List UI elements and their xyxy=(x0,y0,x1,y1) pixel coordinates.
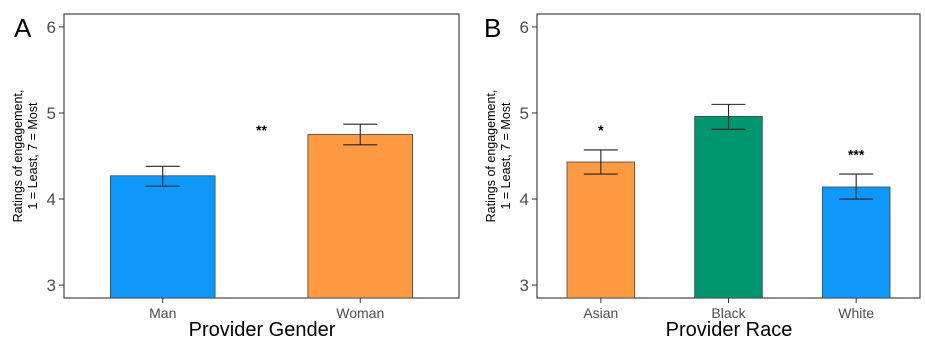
y-tick-label: 5 xyxy=(520,104,529,123)
x-tick-label: Asian xyxy=(583,305,618,321)
significance-marker: *** xyxy=(848,146,865,162)
x-tick-label: Woman xyxy=(336,305,384,321)
y-axis-label: 1 = Least, 7 = Most xyxy=(26,102,40,210)
panel-label: B xyxy=(484,13,501,43)
y-tick-label: 4 xyxy=(47,190,56,209)
y-axis-label: 1 = Least, 7 = Most xyxy=(499,102,513,210)
x-axis-label: Provider Race xyxy=(666,319,793,341)
x-tick-label: Man xyxy=(149,305,176,321)
y-axis-label: Ratings of engagement, xyxy=(11,90,25,223)
bar-white xyxy=(822,187,890,298)
significance-marker: * xyxy=(598,122,604,138)
panel-label: A xyxy=(14,13,32,43)
y-tick-label: 5 xyxy=(47,104,56,123)
x-axis-label: Provider Gender xyxy=(189,319,336,341)
significance-marker: ** xyxy=(256,122,267,138)
chart-panel-b: B 3 4 5 6 Ratings of engagement, 1 = Least, 7 … xyxy=(484,13,920,341)
bar-man xyxy=(110,176,215,298)
y-tick-label: 3 xyxy=(520,276,529,295)
chart-panel-a: A 3 4 5 6 Ratings of engagement, 1 = Least, 7 … xyxy=(11,13,459,341)
y-tick-label: 6 xyxy=(520,18,529,37)
y-tick-label: 6 xyxy=(47,18,56,37)
y-tick-label: 3 xyxy=(47,276,56,295)
x-tick-label: White xyxy=(838,305,874,321)
bar-woman xyxy=(308,134,413,298)
y-tick-label: 4 xyxy=(520,190,529,209)
bar-black xyxy=(695,116,763,298)
y-axis-label: Ratings of engagement, xyxy=(484,90,498,223)
bar-asian xyxy=(567,162,635,298)
